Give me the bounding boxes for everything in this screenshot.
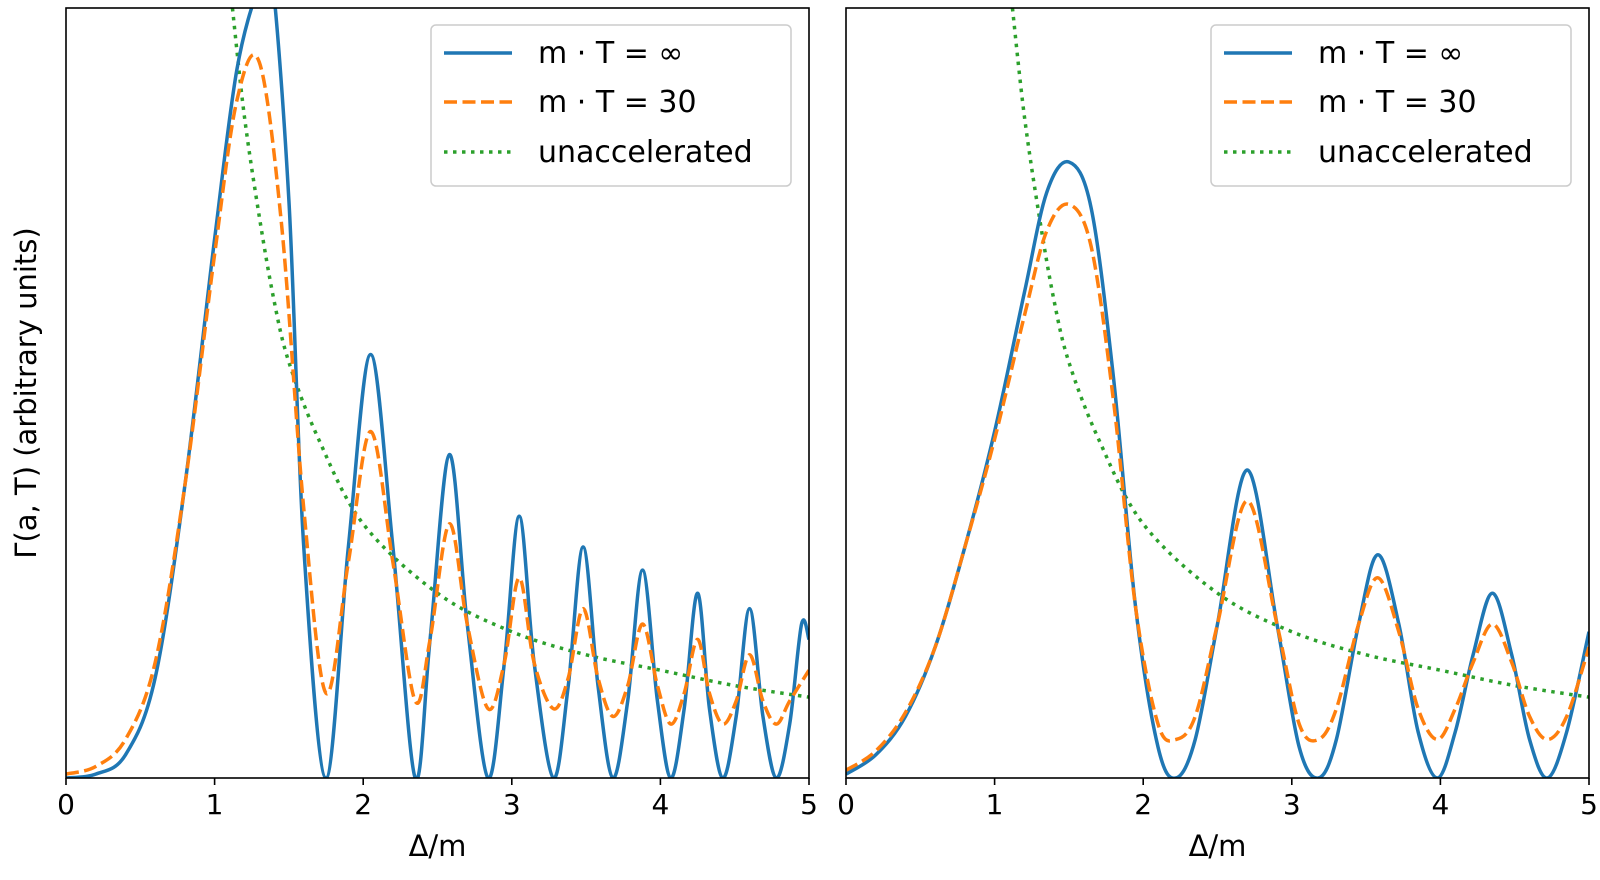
x-tick-label: 0 (837, 788, 855, 821)
x-axis-label: Δ/m (409, 829, 467, 863)
x-tick-label: 2 (354, 788, 372, 821)
x-tick-label: 3 (503, 788, 521, 821)
x-tick-label: 5 (800, 788, 818, 821)
legend-label: unaccelerated (1318, 135, 1533, 170)
y-axis-label: Γ(a, T) (arbitrary units) (9, 227, 43, 558)
legend-label: m · T = ∞ (538, 36, 683, 71)
legend-label: m · T = ∞ (1318, 36, 1463, 71)
legend: m · T = ∞ m · T = 30 unaccelerated (430, 24, 792, 187)
legend: m · T = ∞ m · T = 30 unaccelerated (1210, 24, 1572, 187)
right-panel: 0 1 2 3 4 5 Δ/m m · T = ∞ m · T = 30 unaccele… (837, 7, 1598, 863)
series-line-dotted (1010, 8, 1589, 699)
series-line-solid (66, 8, 809, 778)
left-panel: 0 1 2 3 4 5 Δ/m Γ(a, T) (arbitrary units) m ·… (9, 7, 818, 863)
legend-label: unaccelerated (538, 135, 753, 170)
legend-box (430, 24, 792, 187)
x-tick-label: 1 (206, 788, 224, 821)
x-tick-label: 1 (986, 788, 1004, 821)
series-line-dashed (846, 202, 1589, 772)
series-line-dotted (230, 8, 809, 699)
x-tick-label: 0 (57, 788, 75, 821)
x-tick-label: 2 (1134, 788, 1152, 821)
legend-label: m · T = 30 (538, 85, 697, 120)
series-layer (846, 8, 1589, 778)
x-tick-label: 3 (1283, 788, 1301, 821)
axes-frame (845, 7, 1590, 779)
x-ticks: 0 1 2 3 4 5 (837, 778, 1598, 821)
series-line-dashed (66, 53, 809, 776)
legend-box (1210, 24, 1572, 187)
x-tick-label: 4 (651, 788, 669, 821)
series-layer (66, 8, 809, 778)
x-tick-label: 4 (1431, 788, 1449, 821)
legend-label: m · T = 30 (1318, 85, 1477, 120)
x-tick-label: 5 (1580, 788, 1598, 821)
series-line-solid (846, 159, 1589, 778)
axes-frame (65, 7, 810, 779)
x-axis-label: Δ/m (1189, 829, 1247, 863)
x-ticks: 0 1 2 3 4 5 (57, 778, 818, 821)
